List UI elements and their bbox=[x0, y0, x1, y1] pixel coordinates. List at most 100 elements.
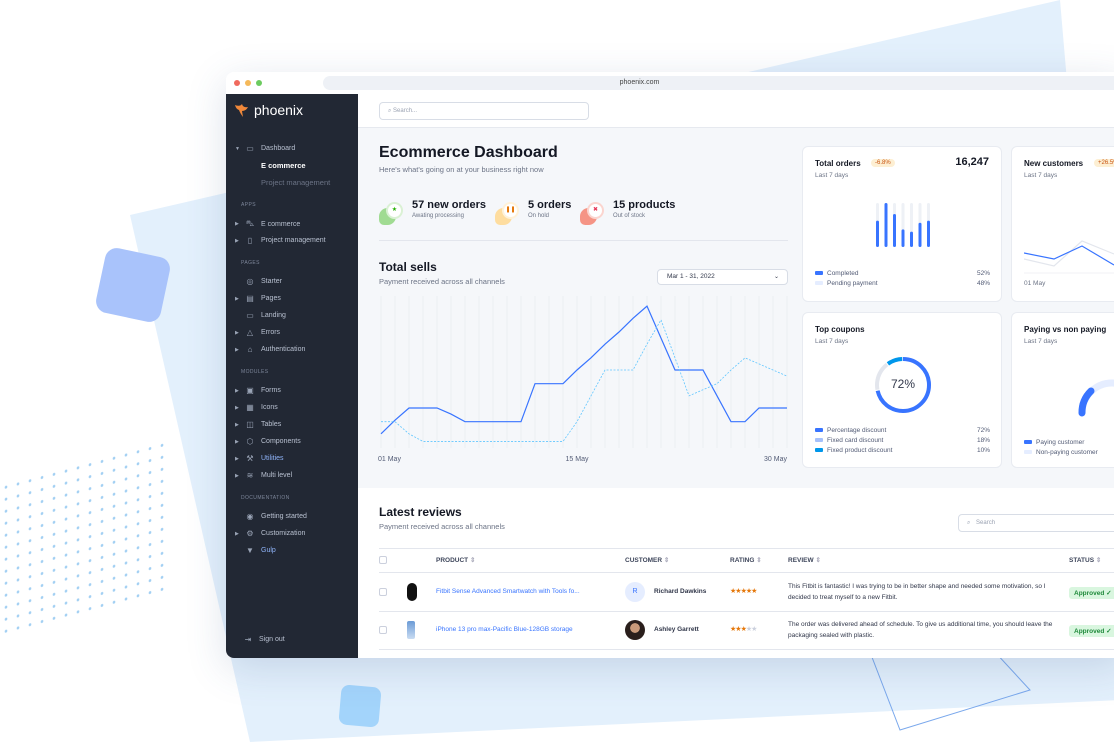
sidebar-item-pages[interactable]: ▶ ▤ Pages bbox=[226, 294, 281, 303]
sidebar-item-icons[interactable]: ▶ ▦ Icons bbox=[226, 403, 278, 412]
legend-item: Non-paying customer bbox=[1024, 449, 1114, 456]
sidebar-item-label: Getting started bbox=[261, 513, 307, 520]
product-link[interactable]: iPhone 13 pro max-Pacific Blue-128GB sto… bbox=[436, 626, 573, 633]
sidebar-item-utilities[interactable]: ▶ ⚒ Utilities bbox=[226, 454, 284, 463]
phone-product-image[interactable] bbox=[407, 621, 415, 639]
x-icon: ✖ bbox=[587, 202, 604, 219]
pause-icon: ❚❚ bbox=[502, 202, 519, 219]
star-filled-icon: ★ bbox=[740, 626, 747, 633]
minimize-dot[interactable] bbox=[245, 80, 251, 86]
card-title: Top coupons bbox=[815, 325, 865, 334]
bar bbox=[884, 203, 888, 247]
legend-value: 18% bbox=[976, 437, 990, 444]
customer-name[interactable]: Ashley Garrett bbox=[654, 626, 699, 633]
legend-label: Fixed product discount bbox=[827, 447, 893, 454]
sidebar: phoenix ▼ ▭ Dashboard E commerce Project man… bbox=[226, 94, 358, 658]
sidebar-item-label: Customization bbox=[261, 530, 306, 537]
alert-icon: △ bbox=[246, 328, 254, 337]
column-header-review[interactable]: REVIEW ⇕ bbox=[788, 556, 821, 564]
check-icon: ✓ bbox=[1104, 590, 1112, 597]
search-placeholder: Search bbox=[976, 520, 996, 526]
change-badge: +26.5% bbox=[1094, 159, 1114, 167]
sidebar-item-e-commerce[interactable]: ▶ ⛍ E commerce bbox=[226, 219, 300, 229]
sidebar-item-label: E commerce bbox=[261, 220, 301, 228]
sidebar-item-dashboard[interactable]: ▼ ▭ Dashboard bbox=[226, 144, 295, 153]
sidebar-item-multi-level[interactable]: ▶ ≋ Multi level bbox=[226, 471, 292, 480]
brand-name: phoenix bbox=[254, 102, 304, 118]
table-row: iPhone 13 pro max-Pacific Blue-128GB sto… bbox=[358, 611, 1114, 650]
sidebar-item-getting-started[interactable]: ◉ Getting started bbox=[226, 512, 307, 521]
sidebar-item-components[interactable]: ▶ ⬡ Components bbox=[226, 437, 301, 446]
legend-item: Paying customer bbox=[1024, 439, 1114, 446]
column-header-label: RATING bbox=[730, 557, 755, 564]
browser-titlebar: phoenix.com bbox=[226, 72, 1114, 94]
search-input[interactable]: ⌕ Search... bbox=[379, 102, 589, 120]
date-range-select[interactable]: Mar 1 - 31, 2022 ⌄ bbox=[657, 269, 788, 285]
x-tick-label: 15 May bbox=[566, 456, 589, 463]
change-badge: -6.8% bbox=[871, 159, 895, 167]
stat-label: Awating processing bbox=[412, 213, 464, 219]
main-content: ⌕ Search... Ecommerce Dashboard Here's w… bbox=[358, 94, 1114, 658]
legend-label-wrap: Fixed product discount bbox=[815, 447, 892, 454]
total-sells-chart: 01 May 15 May 30 May bbox=[378, 296, 787, 463]
legend-label: Fixed card discount bbox=[827, 437, 884, 444]
date-range-value: Mar 1 - 31, 2022 bbox=[667, 273, 715, 280]
status-badge: Approved ✓ bbox=[1069, 625, 1114, 637]
sidebar-section-label: APPS bbox=[226, 202, 256, 208]
bar bbox=[918, 222, 922, 247]
sidebar-item-authentication[interactable]: ▶ ⌂ Authentication bbox=[226, 345, 305, 354]
sort-icon: ⇕ bbox=[813, 557, 821, 564]
sidebar-item-landing[interactable]: ▭ Landing bbox=[226, 311, 286, 320]
reviews-search-input[interactable]: ⌕ Search bbox=[958, 514, 1114, 532]
compass-icon: ◎ bbox=[246, 277, 254, 286]
sidebar-item-label: Project management bbox=[261, 178, 331, 187]
previous-period-line bbox=[1024, 240, 1114, 267]
chevron-down-icon: ⌄ bbox=[773, 274, 779, 280]
smartwatch-product-image[interactable] bbox=[407, 583, 417, 601]
sidebar-item-tables[interactable]: ▶ ◫ Tables bbox=[226, 420, 281, 429]
sidebar-item-errors[interactable]: ▶ △ Errors bbox=[226, 328, 280, 337]
customer-name[interactable]: Richard Dawkins bbox=[654, 588, 707, 595]
column-header-customer[interactable]: CUSTOMER ⇕ bbox=[625, 556, 669, 564]
sign-out-link[interactable]: ⇥ Sign out bbox=[241, 635, 285, 644]
select-all-checkbox[interactable] bbox=[379, 556, 387, 564]
sort-icon: ⇕ bbox=[1094, 557, 1102, 564]
sidebar-item-label: APPS bbox=[241, 202, 256, 208]
column-header-rating[interactable]: RATING ⇕ bbox=[730, 556, 762, 564]
row-checkbox[interactable] bbox=[379, 626, 387, 634]
legend-item: Fixed product discount 10% bbox=[815, 447, 990, 454]
stat-value: 5 orders bbox=[528, 199, 572, 211]
sidebar-item-forms[interactable]: ▶ ▣ Forms bbox=[226, 386, 281, 395]
rating-stars: ★★★★★ bbox=[730, 625, 757, 633]
column-header-status[interactable]: STATUS ⇕ bbox=[1069, 556, 1101, 564]
lock-icon: ⌂ bbox=[247, 345, 253, 354]
close-dot[interactable] bbox=[234, 80, 240, 86]
bar bbox=[910, 231, 913, 247]
caret-right-icon: ▶ bbox=[235, 455, 239, 462]
logo[interactable]: phoenix bbox=[234, 102, 303, 118]
star-filled-icon: ★ bbox=[730, 588, 736, 595]
column-header-label: CUSTOMER bbox=[625, 557, 663, 564]
page-title: Ecommerce Dashboard bbox=[379, 144, 558, 161]
sidebar-item-e-commerce[interactable]: E commerce bbox=[226, 161, 306, 170]
sidebar-item-project-management[interactable]: ▶ ▯ Project management bbox=[226, 236, 326, 245]
layers-icon: ≋ bbox=[246, 471, 254, 480]
product-link[interactable]: Fitbit Sense Advanced Smartwatch with To… bbox=[436, 588, 580, 595]
sidebar-item-label: Pages bbox=[261, 295, 281, 302]
legend-label-wrap: Paying customer bbox=[1024, 439, 1084, 446]
sidebar-item-gulp[interactable]: ▼ Gulp bbox=[226, 546, 276, 555]
x-tick-label: 01 May bbox=[1024, 280, 1046, 287]
search-placeholder: Search... bbox=[393, 108, 418, 114]
url-bar[interactable]: phoenix.com bbox=[323, 76, 1114, 90]
sidebar-item-customization[interactable]: ▶ ⚙ Customization bbox=[226, 529, 305, 538]
check-icon: ✓ bbox=[1104, 628, 1112, 635]
maximize-dot[interactable] bbox=[256, 80, 262, 86]
row-checkbox[interactable] bbox=[379, 588, 387, 596]
column-header-product[interactable]: PRODUCT ⇕ bbox=[436, 556, 475, 564]
legend-item: Completed 52% bbox=[815, 270, 990, 277]
card-title: Paying vs non paying bbox=[1024, 325, 1107, 334]
sidebar-item-project-management[interactable]: Project management bbox=[226, 178, 330, 187]
sidebar-item-starter[interactable]: ◎ Starter bbox=[226, 277, 283, 286]
sidebar-item-label: Landing bbox=[261, 312, 286, 319]
legend-label: Percentage discount bbox=[827, 427, 887, 434]
